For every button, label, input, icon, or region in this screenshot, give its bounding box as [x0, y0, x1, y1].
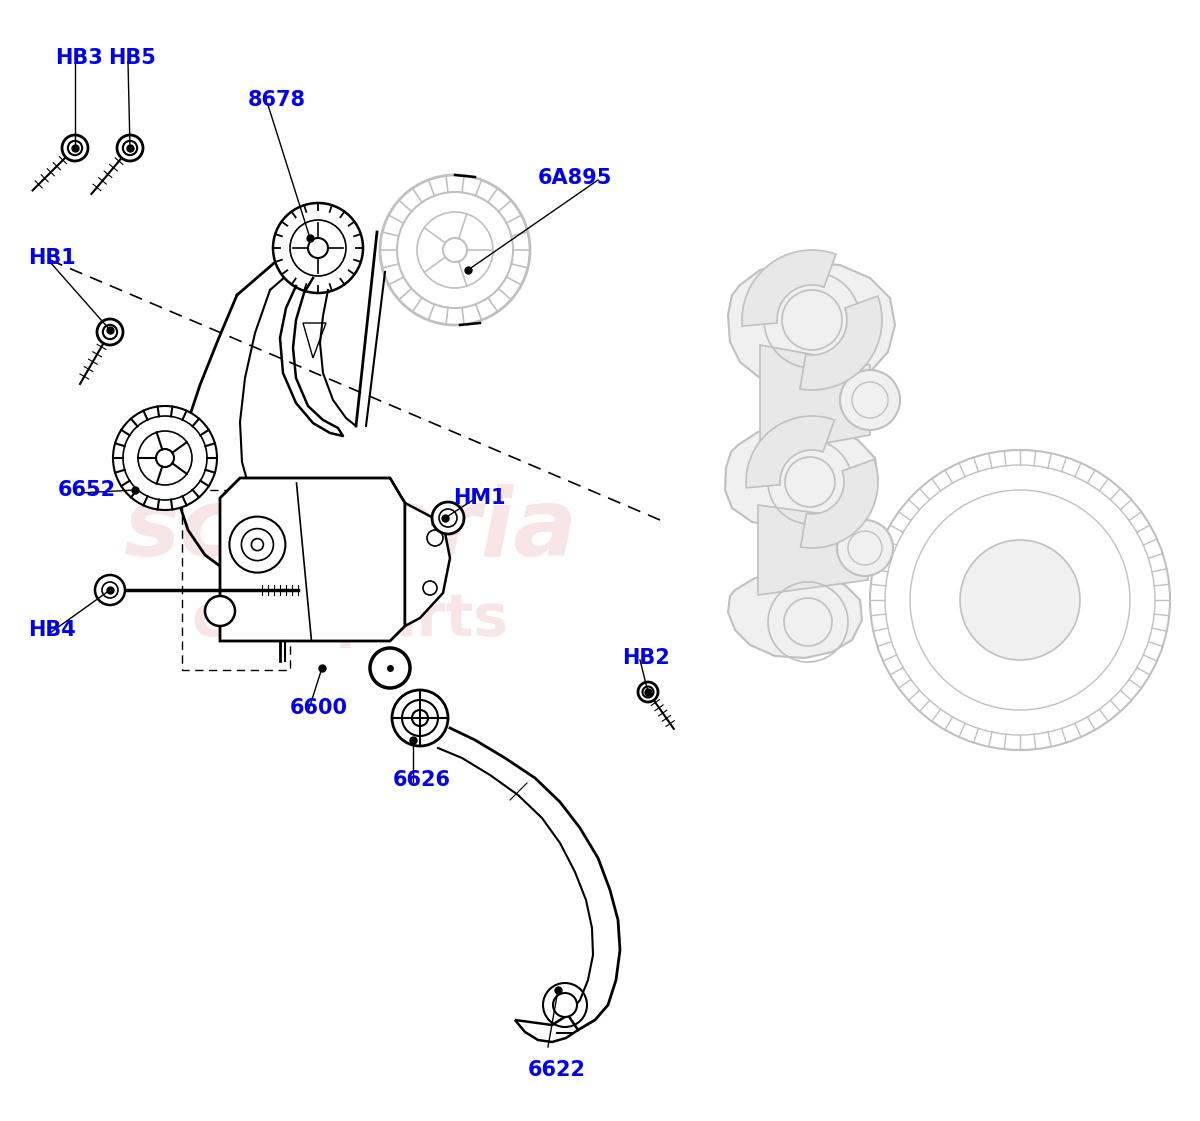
- Circle shape: [412, 710, 428, 726]
- Circle shape: [392, 691, 448, 745]
- Circle shape: [274, 203, 364, 293]
- Polygon shape: [515, 1015, 578, 1043]
- Text: 6A895: 6A895: [538, 168, 612, 188]
- Text: 8678: 8678: [248, 90, 306, 110]
- Circle shape: [205, 596, 235, 626]
- Circle shape: [642, 686, 654, 697]
- Polygon shape: [728, 262, 895, 385]
- Polygon shape: [220, 478, 406, 641]
- Circle shape: [553, 993, 577, 1017]
- Polygon shape: [758, 504, 868, 595]
- Text: 6652: 6652: [58, 480, 116, 500]
- Text: HB3: HB3: [55, 48, 103, 68]
- Text: 6622: 6622: [528, 1060, 586, 1080]
- Circle shape: [443, 238, 467, 262]
- Circle shape: [113, 406, 217, 510]
- Circle shape: [103, 325, 118, 340]
- Circle shape: [118, 135, 143, 161]
- Text: scuderia: scuderia: [124, 484, 577, 576]
- Circle shape: [62, 135, 88, 161]
- Text: HM1: HM1: [454, 488, 505, 508]
- Polygon shape: [800, 296, 882, 390]
- Circle shape: [68, 141, 82, 155]
- Text: HB2: HB2: [622, 648, 670, 668]
- Polygon shape: [728, 572, 862, 658]
- Polygon shape: [760, 345, 870, 455]
- Circle shape: [156, 450, 174, 467]
- Circle shape: [97, 319, 124, 345]
- Polygon shape: [746, 416, 834, 488]
- Circle shape: [960, 540, 1080, 660]
- Polygon shape: [725, 425, 878, 528]
- Text: 6600: 6600: [290, 698, 348, 717]
- Text: HB4: HB4: [28, 620, 76, 640]
- Circle shape: [122, 141, 137, 155]
- Circle shape: [840, 370, 900, 430]
- Circle shape: [380, 175, 530, 325]
- Text: 6626: 6626: [394, 770, 451, 790]
- Text: HB1: HB1: [28, 248, 76, 268]
- Text: HB5: HB5: [108, 48, 156, 68]
- Circle shape: [95, 575, 125, 605]
- Circle shape: [252, 538, 264, 550]
- Circle shape: [638, 682, 658, 702]
- Circle shape: [838, 520, 893, 576]
- Polygon shape: [742, 250, 836, 326]
- Polygon shape: [800, 460, 878, 548]
- Circle shape: [308, 238, 328, 258]
- Text: car  parts: car parts: [192, 592, 508, 649]
- Polygon shape: [406, 503, 450, 626]
- Circle shape: [432, 502, 464, 534]
